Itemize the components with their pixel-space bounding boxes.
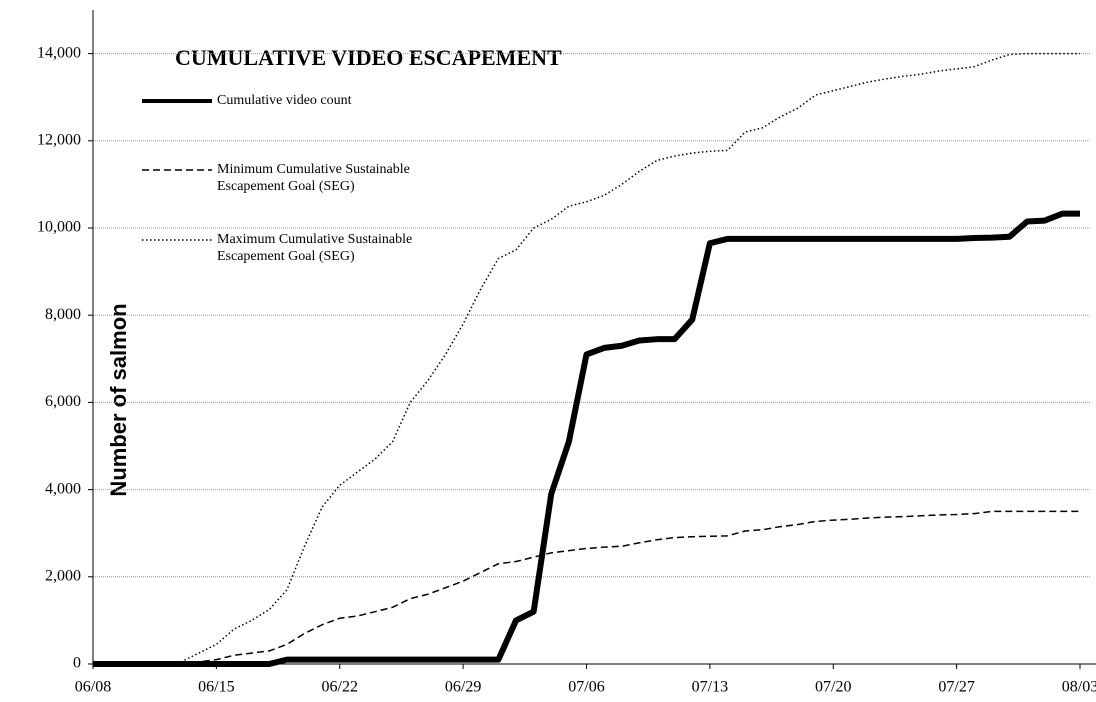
x-tick-label: 06/15: [198, 679, 234, 696]
y-tick-label: 2,000: [45, 567, 81, 584]
x-tick-label: 06/29: [445, 679, 481, 696]
y-tick-label: 0: [73, 655, 81, 672]
y-tick-label: 4,000: [45, 480, 81, 497]
y-axis-label: Number of salmon: [106, 303, 131, 496]
x-tick-label: 07/20: [815, 679, 851, 696]
y-tick-label: 10,000: [37, 219, 81, 236]
series-line: [93, 210, 1080, 667]
series-line: [93, 52, 1080, 665]
y-tick-label: 14,000: [37, 44, 81, 61]
legend-label: Maximum Cumulative Sustainable Escapemen…: [217, 232, 413, 264]
legend-label: Cumulative video count: [217, 93, 352, 108]
x-tick-label: 07/13: [692, 679, 728, 696]
x-tick-label: 07/06: [568, 679, 604, 696]
series-line: [93, 510, 1080, 665]
chart-title: CUMULATIVE VIDEO ESCAPEMENT: [175, 45, 562, 70]
legend-label: Minimum Cumulative Sustainable Escapemen…: [217, 162, 410, 194]
y-tick-label: 12,000: [37, 131, 81, 148]
x-tick-label: 08/03: [1062, 679, 1096, 696]
y-tick-label: 6,000: [45, 393, 81, 410]
x-tick-label: 06/08: [75, 679, 111, 696]
x-tick-label: 06/22: [322, 679, 358, 696]
y-tick-label: 8,000: [45, 306, 81, 323]
x-tick-label: 07/27: [938, 679, 974, 696]
